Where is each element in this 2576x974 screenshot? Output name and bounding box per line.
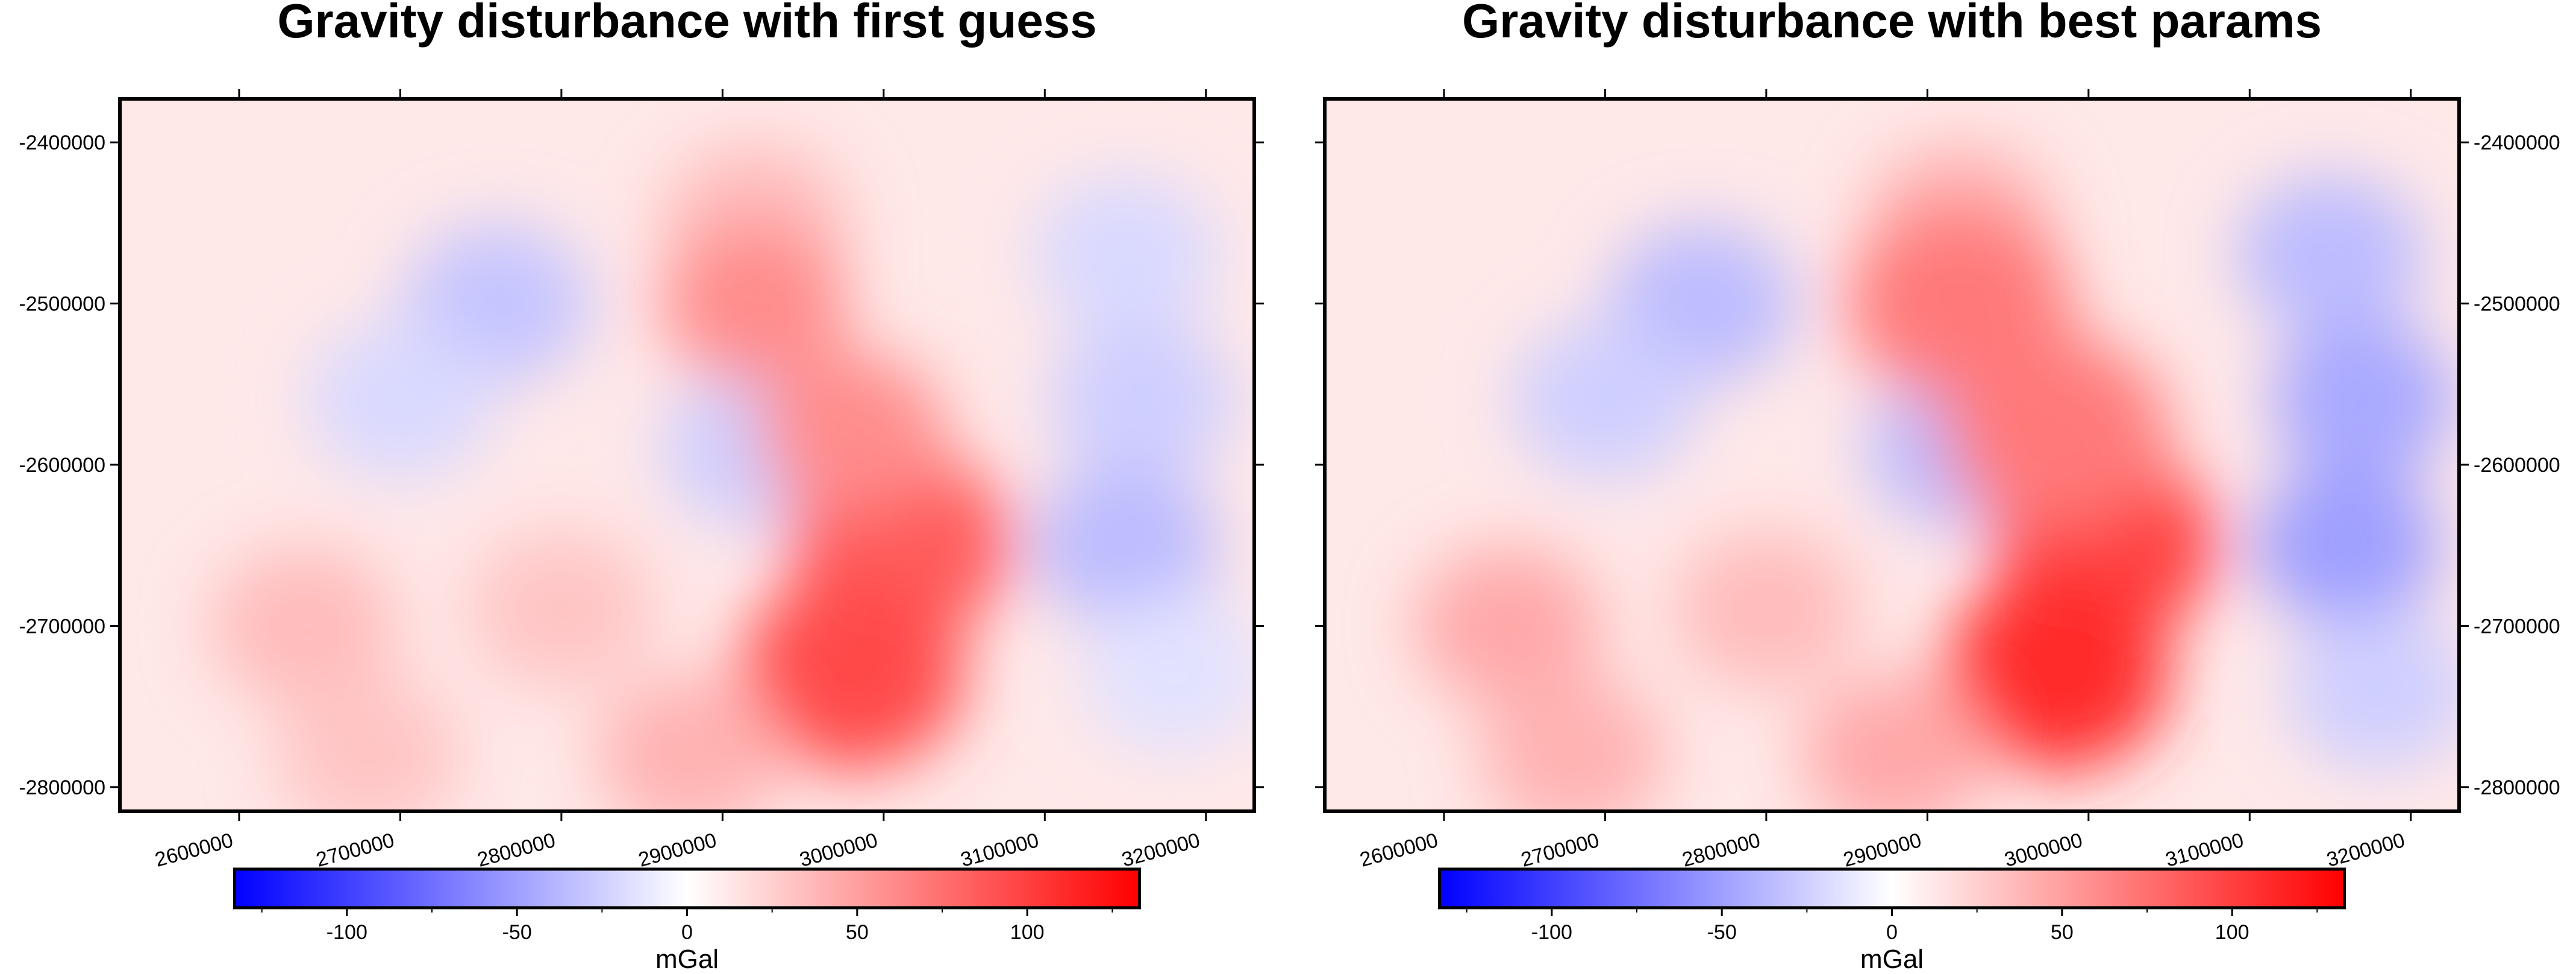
colorbar-tick-label: 100 xyxy=(1010,921,1045,944)
anomaly-blob xyxy=(307,321,494,480)
colorbar xyxy=(233,867,1141,910)
colorbar-label: mGal xyxy=(1860,944,1924,974)
anomaly-blob xyxy=(1479,675,1666,811)
anomaly-blob xyxy=(739,578,964,770)
colorbar xyxy=(1438,867,2346,910)
x-tick-label: 3100000 xyxy=(2163,829,2246,872)
y-tick-label: -2800000 xyxy=(19,776,105,799)
y-tick-label: -2500000 xyxy=(2474,293,2560,316)
y-tick-label: -2700000 xyxy=(2474,615,2560,638)
x-tick-label: 3200000 xyxy=(2324,829,2407,872)
colorbar-tick-label: 50 xyxy=(2051,921,2074,944)
map-field xyxy=(1325,99,2459,811)
anomaly-blob xyxy=(758,353,945,512)
colorbar-tick-label: 0 xyxy=(681,921,693,944)
colorbar-tick-label: 100 xyxy=(2215,921,2249,944)
x-tick-label: 3000000 xyxy=(2002,829,2085,872)
x-tick-label: 2800000 xyxy=(1680,829,1763,872)
anomaly-blob xyxy=(1512,321,1699,480)
map-frame xyxy=(118,97,1256,813)
colorbar-tick-label: 0 xyxy=(1886,921,1898,944)
y-tick-label: -2800000 xyxy=(2474,776,2560,799)
anomaly-blob xyxy=(1943,578,2169,770)
anomaly-blob xyxy=(1031,175,1219,335)
x-tick-label: 3200000 xyxy=(1119,829,1202,872)
colorbar-label: mGal xyxy=(655,944,719,974)
y-tick-label: -2700000 xyxy=(19,615,105,638)
anomaly-blob xyxy=(274,675,461,811)
anomaly-blob xyxy=(2252,465,2440,625)
anomaly-blob xyxy=(2236,175,2424,335)
anomaly-blob xyxy=(210,546,398,706)
anomaly-blob xyxy=(1801,675,1989,811)
chart-panel-best-params: Gravity disturbance with best params 2600… xyxy=(1288,0,2576,974)
anomaly-blob xyxy=(2285,611,2459,770)
anomaly-blob xyxy=(1415,546,1602,706)
y-tick-label: -2500000 xyxy=(19,293,105,316)
x-tick-label: 2600000 xyxy=(1357,829,1440,872)
colorbar-tick-label: -50 xyxy=(502,921,532,944)
colorbar-tick-label: 50 xyxy=(846,921,869,944)
anomaly-blob xyxy=(661,224,848,383)
colorbar-tick-label: -100 xyxy=(327,921,367,944)
gravity-map-best-params: Gravity disturbance with best params 2600… xyxy=(1315,0,2560,974)
anomaly-blob xyxy=(1048,321,1235,480)
gravity-map-first-guess: Gravity disturbance with first guess 2600… xyxy=(19,0,1264,974)
x-tick-label: 2700000 xyxy=(314,829,397,872)
y-tick-label: -2600000 xyxy=(19,454,105,477)
chart-panel-first-guess: Gravity disturbance with first guess 2600… xyxy=(19,0,1264,974)
anomaly-blob xyxy=(1031,465,1219,625)
x-tick-label: 2800000 xyxy=(475,829,558,872)
anomaly-blob xyxy=(467,530,655,690)
x-tick-label: 3100000 xyxy=(958,829,1042,872)
anomaly-blob xyxy=(1672,530,1860,690)
anomaly-blob xyxy=(1080,594,1254,754)
colorbar-tick-label: -100 xyxy=(1531,921,1572,944)
y-tick-label: -2600000 xyxy=(2474,454,2560,477)
map-field xyxy=(120,99,1254,811)
anomaly-layer xyxy=(210,143,1254,811)
map-frame xyxy=(1323,97,2461,813)
x-tick-label: 2900000 xyxy=(636,829,719,872)
x-tick-label: 3000000 xyxy=(797,829,880,872)
x-tick-label: 2700000 xyxy=(1519,829,1602,872)
anomaly-blob xyxy=(1943,336,2169,529)
y-tick-label: -2400000 xyxy=(2474,131,2560,154)
anomaly-blob xyxy=(596,675,784,811)
chart-title: Gravity disturbance with best params xyxy=(1462,0,2322,48)
x-tick-label: 2600000 xyxy=(152,829,236,872)
anomaly-layer xyxy=(1415,143,2459,811)
y-tick-label: -2400000 xyxy=(19,131,105,154)
colorbar-tick-label: -50 xyxy=(1707,921,1737,944)
x-tick-label: 2900000 xyxy=(1841,829,1924,872)
anomaly-blob xyxy=(2269,321,2456,480)
chart-title: Gravity disturbance with first guess xyxy=(277,0,1096,48)
